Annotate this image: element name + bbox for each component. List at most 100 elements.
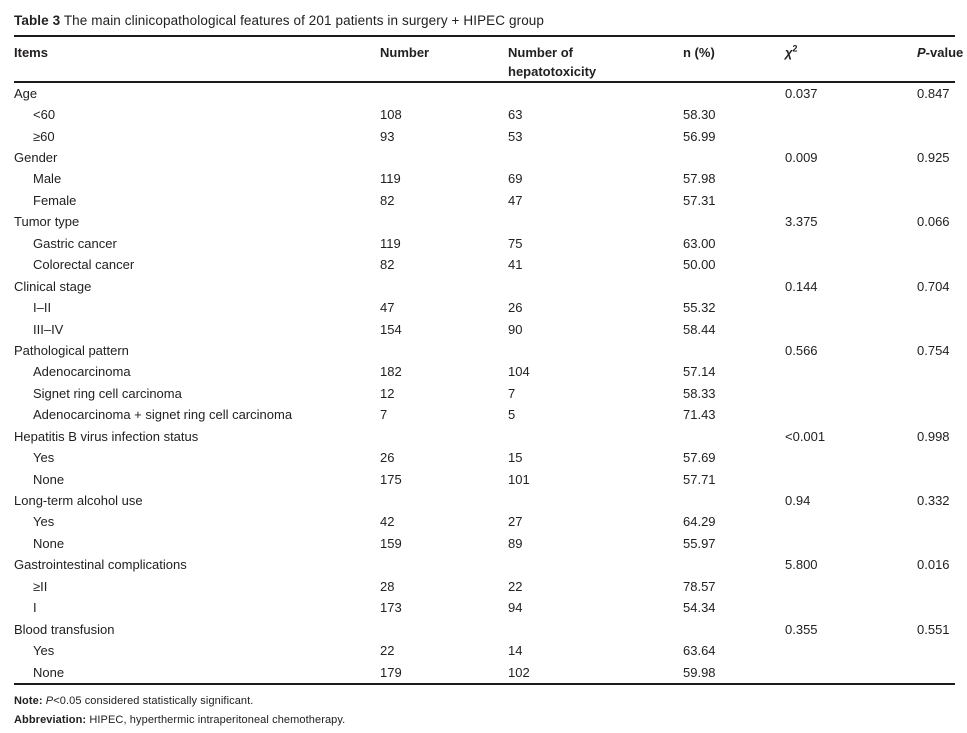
table-row-subitem: Signet ring cell carcinoma 12 7 58.33 xyxy=(14,383,955,404)
cell-number: 182 xyxy=(380,364,402,380)
cell-label: Yes xyxy=(33,450,55,466)
cell-label: Tumor type xyxy=(14,214,80,230)
table-row-subitem: I–II 47 26 55.32 xyxy=(14,297,955,318)
cell-label: Colorectal cancer xyxy=(33,257,135,273)
cell-n-pct: 78.57 xyxy=(683,578,716,594)
cell-n-pct: 57.31 xyxy=(683,192,716,208)
cell-n-pct: 63.64 xyxy=(683,643,716,659)
cell-label: Clinical stage xyxy=(14,278,92,294)
cell-label: Gastric cancer xyxy=(33,235,117,251)
cell-label: Gastrointestinal complications xyxy=(14,557,187,573)
table-row-subitem: None 159 89 55.97 xyxy=(14,533,955,554)
table-row-category: Pathological pattern 0.566 0.754 xyxy=(14,340,955,361)
cell-number: 179 xyxy=(380,664,402,680)
table-row-subitem: Yes 26 15 57.69 xyxy=(14,447,955,468)
cell-n-pct: 54.34 xyxy=(683,600,716,616)
header-number: Number xyxy=(380,44,430,60)
table-row-subitem: Gastric cancer 119 75 63.00 xyxy=(14,233,955,254)
cell-number: 42 xyxy=(380,514,395,530)
cell-n-pct: 58.30 xyxy=(683,107,716,123)
cell-label: Adenocarcinoma xyxy=(33,364,131,380)
table-row-subitem: Yes 42 27 64.29 xyxy=(14,511,955,532)
cell-hepatotoxicity: 5 xyxy=(508,407,516,423)
cell-p-value: 0.551 xyxy=(917,621,950,637)
cell-n-pct: 57.71 xyxy=(683,471,716,487)
cell-label: Yes xyxy=(33,643,55,659)
cell-hepatotoxicity: 47 xyxy=(508,192,523,208)
table-header-row: Items Number Number of hepatotoxicity n (… xyxy=(14,37,963,83)
cell-chi-square: 5.800 xyxy=(785,557,818,573)
cell-n-pct: 57.98 xyxy=(683,171,716,187)
cell-hepatotoxicity: 26 xyxy=(508,300,523,316)
cell-label: ≥60 xyxy=(33,128,55,144)
cell-number: 82 xyxy=(380,192,395,208)
note-line: Note: P<0.05 considered statistically si… xyxy=(14,694,254,707)
cell-label: <60 xyxy=(33,107,56,123)
cell-label: Adenocarcinoma + signet ring cell carcin… xyxy=(33,407,293,423)
table-row-subitem: I 173 94 54.34 xyxy=(14,597,955,618)
table-footnotes: Note: P<0.05 considered statistically si… xyxy=(14,685,967,731)
cell-hepatotoxicity: 104 xyxy=(508,364,530,380)
cell-n-pct: 56.99 xyxy=(683,128,716,144)
cell-hepatotoxicity: 27 xyxy=(508,514,523,530)
cell-chi-square: 0.037 xyxy=(785,85,818,101)
cell-n-pct: 50.00 xyxy=(683,257,716,273)
cell-p-value: 0.925 xyxy=(917,150,950,166)
cell-n-pct: 55.97 xyxy=(683,535,716,551)
cell-label: None xyxy=(33,471,65,487)
cell-label: Hepatitis B virus infection status xyxy=(14,428,199,444)
cell-number: 22 xyxy=(380,643,395,659)
cell-number: 47 xyxy=(380,300,395,316)
cell-number: 82 xyxy=(380,257,395,273)
cell-hepatotoxicity: 14 xyxy=(508,643,523,659)
cell-number: 12 xyxy=(380,385,395,401)
cell-n-pct: 58.44 xyxy=(683,321,716,337)
header-n-pct: n (%) xyxy=(683,44,715,60)
cell-number: 119 xyxy=(380,235,401,251)
cell-hepatotoxicity: 15 xyxy=(508,450,523,466)
cell-p-value: 0.704 xyxy=(917,278,950,294)
table-row-subitem: ≥II 28 22 78.57 xyxy=(14,576,955,597)
cell-p-value: 0.847 xyxy=(917,85,950,101)
table-row-category: Hepatitis B virus infection status <0.001… xyxy=(14,426,955,447)
cell-label: III–IV xyxy=(33,321,64,337)
cell-n-pct: 58.33 xyxy=(683,385,716,401)
table-row-category: Gender 0.009 0.925 xyxy=(14,147,955,168)
header-items: Items xyxy=(14,44,48,60)
table-row-subitem: <60 108 63 58.30 xyxy=(14,104,955,125)
cell-hepatotoxicity: 102 xyxy=(508,664,530,680)
cell-hepatotoxicity: 90 xyxy=(508,321,523,337)
table-row-subitem: Adenocarcinoma + signet ring cell carcin… xyxy=(14,404,955,425)
cell-label: None xyxy=(33,664,65,680)
cell-hepatotoxicity: 94 xyxy=(508,600,523,616)
cell-n-pct: 55.32 xyxy=(683,300,716,316)
table-row-subitem: None 175 101 57.71 xyxy=(14,468,955,489)
table-row-subitem: Adenocarcinoma 182 104 57.14 xyxy=(14,361,955,382)
cell-n-pct: 57.14 xyxy=(683,364,716,380)
cell-label: Blood transfusion xyxy=(14,621,115,637)
cell-number: 159 xyxy=(380,535,402,551)
cell-hepatotoxicity: 7 xyxy=(508,385,516,401)
table-title-number: Table 3 xyxy=(14,13,61,28)
cell-hepatotoxicity: 22 xyxy=(508,578,523,594)
cell-n-pct: 64.29 xyxy=(683,514,716,530)
table-row-subitem: Male 119 69 57.98 xyxy=(14,168,955,189)
table-row-category: Clinical stage 0.144 0.704 xyxy=(14,275,955,296)
cell-hepatotoxicity: 101 xyxy=(508,471,530,487)
cell-chi-square: 0.566 xyxy=(785,342,818,358)
cell-hepatotoxicity: 63 xyxy=(508,107,523,123)
cell-n-pct: 63.00 xyxy=(683,235,716,251)
table-body: Age 0.037 0.847 <60 108 63 58.30 ≥60 93 53 56.99 Ge… xyxy=(14,83,955,685)
cell-label: Age xyxy=(14,85,38,101)
table-row-category: Tumor type 3.375 0.066 xyxy=(14,211,955,232)
cell-number: 175 xyxy=(380,471,402,487)
header-chi-square: χ2 xyxy=(785,43,798,60)
cell-number: 7 xyxy=(380,407,388,423)
cell-p-value: 0.332 xyxy=(917,493,950,509)
cell-p-value: 0.016 xyxy=(917,557,950,573)
cell-chi-square: 0.009 xyxy=(785,150,818,166)
cell-number: 154 xyxy=(380,321,402,337)
table-row-category: Blood transfusion 0.355 0.551 xyxy=(14,618,955,639)
cell-hepatotoxicity: 53 xyxy=(508,128,523,144)
cell-chi-square: 0.355 xyxy=(785,621,818,637)
